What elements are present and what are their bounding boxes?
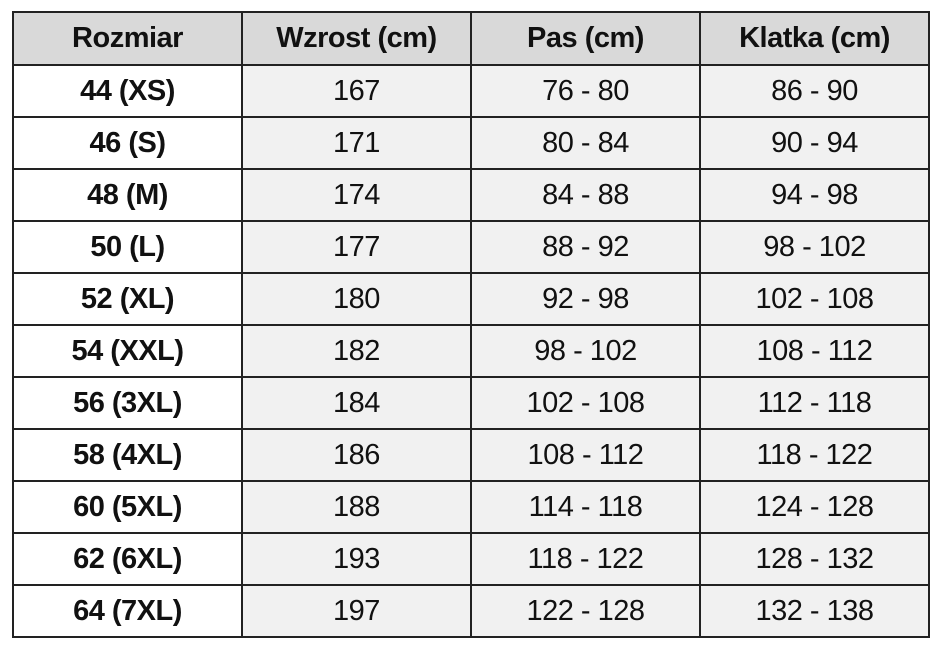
value-cell: 114 - 118 xyxy=(470,480,701,534)
value-cell: 184 xyxy=(241,376,472,430)
table-row: 50 (L) 177 88 - 92 98 - 102 xyxy=(12,220,930,274)
value-cell: 108 - 112 xyxy=(699,324,930,378)
table-row: 44 (XS) 167 76 - 80 86 - 90 xyxy=(12,64,930,118)
value-cell: 86 - 90 xyxy=(699,64,930,118)
value-cell: 177 xyxy=(241,220,472,274)
value-cell: 102 - 108 xyxy=(699,272,930,326)
table-row: 62 (6XL) 193 118 - 122 128 - 132 xyxy=(12,532,930,586)
size-table: Rozmiar Wzrost (cm) Pas (cm) Klatka (cm) 44… xyxy=(12,11,930,638)
value-cell: 124 - 128 xyxy=(699,480,930,534)
value-cell: 98 - 102 xyxy=(470,324,701,378)
value-cell: 76 - 80 xyxy=(470,64,701,118)
table-row: 46 (S) 171 80 - 84 90 - 94 xyxy=(12,116,930,170)
value-cell: 88 - 92 xyxy=(470,220,701,274)
value-cell: 118 - 122 xyxy=(470,532,701,586)
value-cell: 118 - 122 xyxy=(699,428,930,482)
size-cell: 54 (XXL) xyxy=(12,324,243,378)
value-cell: 94 - 98 xyxy=(699,168,930,222)
value-cell: 108 - 112 xyxy=(470,428,701,482)
table-row: 52 (XL) 180 92 - 98 102 - 108 xyxy=(12,272,930,326)
table-row: 56 (3XL) 184 102 - 108 112 - 118 xyxy=(12,376,930,430)
size-cell: 50 (L) xyxy=(12,220,243,274)
value-cell: 122 - 128 xyxy=(470,584,701,638)
table-row: 58 (4XL) 186 108 - 112 118 - 122 xyxy=(12,428,930,482)
value-cell: 174 xyxy=(241,168,472,222)
header-cell: Wzrost (cm) xyxy=(241,11,472,66)
size-cell: 48 (M) xyxy=(12,168,243,222)
size-cell: 44 (XS) xyxy=(12,64,243,118)
size-cell: 64 (7XL) xyxy=(12,584,243,638)
value-cell: 102 - 108 xyxy=(470,376,701,430)
value-cell: 112 - 118 xyxy=(699,376,930,430)
value-cell: 84 - 88 xyxy=(470,168,701,222)
value-cell: 132 - 138 xyxy=(699,584,930,638)
header-row: Rozmiar Wzrost (cm) Pas (cm) Klatka (cm) xyxy=(12,11,930,66)
header-cell: Rozmiar xyxy=(12,11,243,66)
value-cell: 167 xyxy=(241,64,472,118)
value-cell: 193 xyxy=(241,532,472,586)
table-row: 60 (5XL) 188 114 - 118 124 - 128 xyxy=(12,480,930,534)
value-cell: 180 xyxy=(241,272,472,326)
value-cell: 80 - 84 xyxy=(470,116,701,170)
size-cell: 62 (6XL) xyxy=(12,532,243,586)
value-cell: 197 xyxy=(241,584,472,638)
value-cell: 186 xyxy=(241,428,472,482)
header-cell: Pas (cm) xyxy=(470,11,701,66)
header-cell: Klatka (cm) xyxy=(699,11,930,66)
value-cell: 92 - 98 xyxy=(470,272,701,326)
size-cell: 60 (5XL) xyxy=(12,480,243,534)
size-cell: 46 (S) xyxy=(12,116,243,170)
value-cell: 128 - 132 xyxy=(699,532,930,586)
value-cell: 182 xyxy=(241,324,472,378)
size-cell: 56 (3XL) xyxy=(12,376,243,430)
table-row: 64 (7XL) 197 122 - 128 132 - 138 xyxy=(12,584,930,638)
value-cell: 171 xyxy=(241,116,472,170)
table-row: 48 (M) 174 84 - 88 94 - 98 xyxy=(12,168,930,222)
table-row: 54 (XXL) 182 98 - 102 108 - 112 xyxy=(12,324,930,378)
value-cell: 98 - 102 xyxy=(699,220,930,274)
value-cell: 90 - 94 xyxy=(699,116,930,170)
size-cell: 52 (XL) xyxy=(12,272,243,326)
value-cell: 188 xyxy=(241,480,472,534)
size-cell: 58 (4XL) xyxy=(12,428,243,482)
